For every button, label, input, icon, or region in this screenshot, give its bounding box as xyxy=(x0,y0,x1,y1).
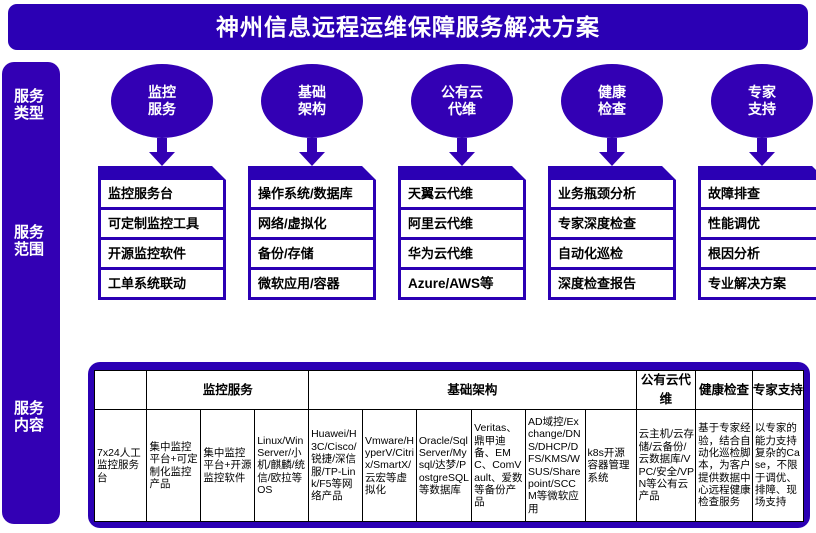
down-arrow-icon xyxy=(449,138,475,166)
table-row: 7x24人工监控服务台 集中监控平台+可定制化监控产品 集中监控平台+开源监控软件 L… xyxy=(93,409,805,522)
title-banner: 神州信息远程运维保障服务解决方案 xyxy=(8,4,808,50)
category-ellipse-label: 监控 服务 xyxy=(148,84,176,119)
category-ellipse-label-line1: 监控 xyxy=(148,83,176,100)
scope-item[interactable]: 备份/存储 xyxy=(251,240,373,267)
table-group-header: 公有云代维 xyxy=(635,370,697,410)
category-ellipse-label-line1: 公有云 xyxy=(441,83,483,100)
table-group-header: 健康检查 xyxy=(695,370,753,410)
table-cell: 以专家的能力支持复杂的Case，不限于调优、排障、现场支持 xyxy=(751,409,805,522)
rail-label-service-scope: 服务 范围 xyxy=(0,224,58,259)
rail-label-service-content-line2: 内容 xyxy=(13,417,44,435)
table-cell: Vmware/HyperV/Citrix/SmartX/云宏等虚拟化 xyxy=(361,409,417,522)
arrow-head xyxy=(599,152,625,166)
table-cell: 集中监控平台+开源监控软件 xyxy=(200,409,256,522)
arrow-head xyxy=(449,152,475,166)
rail-label-service-content-line1: 服务 xyxy=(13,400,44,417)
scope-item[interactable]: 性能调优 xyxy=(701,210,816,237)
arrow-head xyxy=(299,152,325,166)
scope-item[interactable]: 华为云代维 xyxy=(401,240,523,267)
scope-item[interactable]: 自动化巡检 xyxy=(551,240,673,267)
scope-item[interactable]: 深度检查报告 xyxy=(551,270,673,297)
scope-item[interactable]: 工单系统联动 xyxy=(101,270,223,297)
table-group-header: 监控服务 xyxy=(146,370,310,410)
scope-box-health-check: 业务瓶颈分析 专家深度检查 自动化巡检深度检查报告 xyxy=(548,166,676,300)
arrow-shaft xyxy=(457,138,467,154)
scope-box-monitoring: 监控服务台可定制监控工具 开源监控软件 工单系统联动 xyxy=(98,166,226,300)
service-content-panel: 监控服务 基础架构 公有云代维 健康检查 专家支持 7x24人工监控服务台 集中监控平台+… xyxy=(88,362,810,528)
table-cell: 7x24人工监控服务台 xyxy=(93,409,148,522)
category-ellipse-label-line2: 代维 xyxy=(448,101,476,117)
scope-item[interactable]: 可定制监控工具 xyxy=(101,210,223,237)
scope-item[interactable]: 根因分析 xyxy=(701,240,816,267)
scope-item[interactable]: 操作系统/数据库 xyxy=(251,180,373,207)
down-arrow-icon xyxy=(149,138,175,166)
table-cell: 集中监控平台+可定制化监控产品 xyxy=(146,409,202,522)
scope-item[interactable]: 专业解决方案 xyxy=(701,270,816,297)
rail-label-service-type-line2: 类型 xyxy=(13,105,44,123)
scope-box-infrastructure: 操作系统/数据库 网络/虚拟化 备份/存储微软应用/容器 xyxy=(248,166,376,300)
category-ellipse-infrastructure[interactable]: 基础 架构 xyxy=(261,64,363,138)
scope-item[interactable]: 网络/虚拟化 xyxy=(251,210,373,237)
arrow-shaft xyxy=(607,138,617,154)
scope-item[interactable]: 天翼云代维 xyxy=(401,180,523,207)
category-ellipse-label-line1: 健康 xyxy=(598,83,626,100)
category-ellipse-monitoring[interactable]: 监控 服务 xyxy=(111,64,213,138)
scope-item[interactable]: 业务瓶颈分析 xyxy=(551,180,673,207)
scope-item[interactable]: Azure/AWS等 xyxy=(401,270,523,297)
scope-item[interactable]: 专家深度检查 xyxy=(551,210,673,237)
scope-item[interactable]: 监控服务台 xyxy=(101,180,223,207)
category-ellipse-label-line2: 架构 xyxy=(298,101,326,117)
rail-label-service-content: 服务 内容 xyxy=(0,400,58,435)
table-cell: k8s开源容器管理系统 xyxy=(584,409,637,522)
category-ellipse-label-line2: 服务 xyxy=(148,101,176,117)
page-title: 神州信息远程运维保障服务解决方案 xyxy=(216,13,600,40)
category-ellipse-public-cloud[interactable]: 公有云 代维 xyxy=(411,64,513,138)
arrow-head xyxy=(749,152,775,166)
scope-item[interactable]: 微软应用/容器 xyxy=(251,270,373,297)
arrow-shaft xyxy=(757,138,767,154)
left-rail xyxy=(2,62,60,524)
arrow-shaft xyxy=(307,138,317,154)
scope-item[interactable]: 阿里云代维 xyxy=(401,210,523,237)
rail-label-service-scope-line1: 服务 xyxy=(13,224,44,241)
table-cell: 基于专家经验，结合自动化巡检脚本，为客户提供数据中心远程健康检查服务 xyxy=(695,409,753,522)
table-group-header: 专家支持 xyxy=(751,370,805,410)
category-ellipse-label: 公有云 代维 xyxy=(441,84,483,119)
table-cell: AD域控/Exchange/DNS/DHCP/DFS/KMS/WSUS/Shar… xyxy=(525,409,586,522)
rail-label-service-type-line1: 服务 xyxy=(13,88,44,105)
table-cell: Huawei/H3C/Cisco/锐捷/深信服/TP-Link/F5等网络产品 xyxy=(308,409,363,522)
category-ellipse-label: 基础 架构 xyxy=(298,84,326,119)
category-ellipse-label: 健康 检查 xyxy=(598,84,626,119)
arrow-shaft xyxy=(157,138,167,154)
table-cell: Veritas、鼎甲迪备、EMC、ComVault、爱数等备份产品 xyxy=(471,409,526,522)
category-ellipse-label-line2: 检查 xyxy=(598,101,626,117)
table-cell: 云主机/云存储/云备份/云数据库/VPC/安全/VPN等公有云产品 xyxy=(635,409,697,522)
category-ellipse-label-line1: 基础 xyxy=(298,83,326,100)
category-ellipse-label-line2: 支持 xyxy=(748,101,776,117)
table-cell: Linux/WinServer/小机/麒麟/统信/欧拉等OS xyxy=(254,409,310,522)
down-arrow-icon xyxy=(599,138,625,166)
arrow-head xyxy=(149,152,175,166)
down-arrow-icon xyxy=(299,138,325,166)
scope-item[interactable]: 开源监控软件 xyxy=(101,240,223,267)
category-ellipse-label: 专家 支持 xyxy=(748,84,776,119)
table-group-header: 基础架构 xyxy=(308,370,637,410)
scope-item[interactable]: 故障排查 xyxy=(701,180,816,207)
rail-label-service-type: 服务 类型 xyxy=(0,88,58,123)
category-ellipse-label-line1: 专家 xyxy=(748,83,776,100)
table-group-header-row: 监控服务 基础架构 公有云代维 健康检查 专家支持 xyxy=(93,370,805,410)
category-ellipse-health-check[interactable]: 健康 检查 xyxy=(561,64,663,138)
rail-label-service-scope-line2: 范围 xyxy=(13,241,44,259)
table-cell: Oracle/SqlServer/Mysql/达梦/PostgreSQL等数据库 xyxy=(415,409,473,522)
service-content-table: 监控服务 基础架构 公有云代维 健康检查 专家支持 7x24人工监控服务台 集中监控平台+… xyxy=(93,370,805,522)
table-header-spacer xyxy=(93,370,148,410)
down-arrow-icon xyxy=(749,138,775,166)
category-ellipse-expert-support[interactable]: 专家 支持 xyxy=(711,64,813,138)
scope-box-expert-support: 故障排查性能调优根因分析专业解决方案 xyxy=(698,166,816,300)
scope-box-public-cloud: 天翼云代维阿里云代维华为云代维 Azure/AWS等 xyxy=(398,166,526,300)
